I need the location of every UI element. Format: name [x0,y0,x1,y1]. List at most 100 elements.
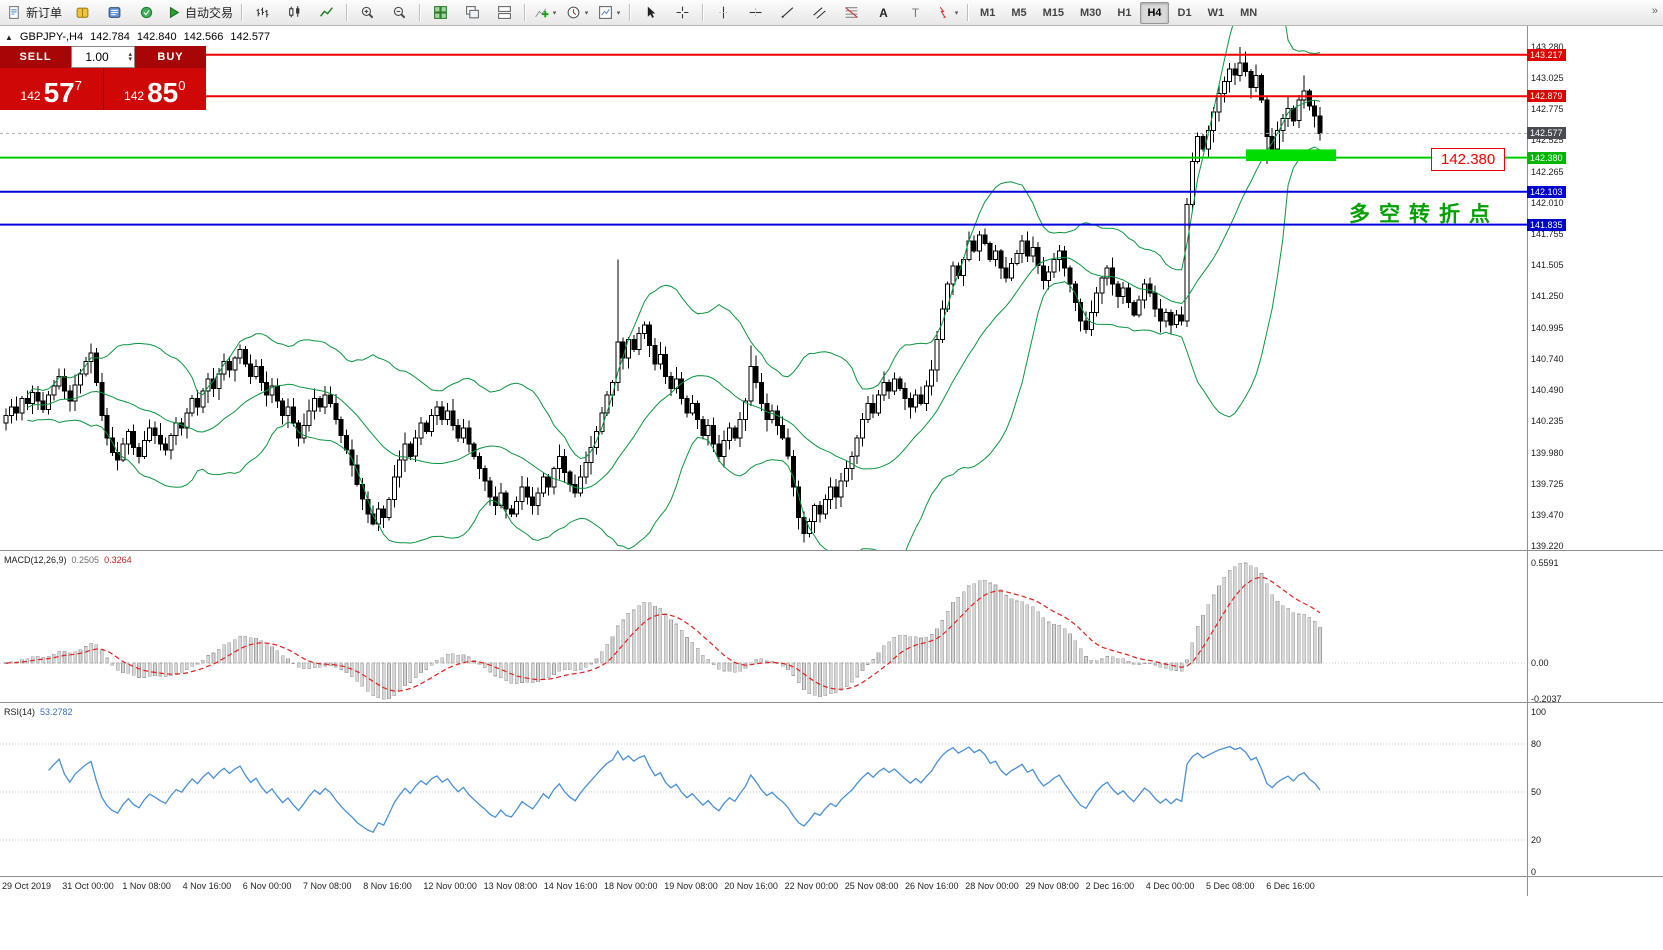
price-axis-label: 141.250 [1531,291,1564,302]
timeframe-h1[interactable]: H1 [1117,6,1132,19]
price-axis-label: 140.995 [1531,322,1564,333]
toolbar-separator [346,4,348,21]
ohlc-close: 142.577 [230,31,271,43]
terminal-button[interactable] [98,1,130,25]
time-axis-label: 2 Dec 16:00 [1085,881,1135,891]
autotrading-button[interactable]: 自动交易 [162,1,237,25]
vertical-line-button[interactable] [707,1,739,25]
time-axis[interactable]: 29 Oct 2019 31 Oct 00:00 1 Nov 08:00 4 Nov … [0,878,1663,896]
labelT-icon: T [911,7,918,20]
text-button[interactable]: A [867,1,899,25]
svg-text:A: A [879,7,888,20]
timeframe-h4[interactable]: H4 [1140,1,1169,24]
cascade-windows-button[interactable] [456,1,488,25]
volume-stepper[interactable]: ▴ ▾ [71,46,135,68]
volume-spin-buttons[interactable]: ▴ ▾ [128,51,132,63]
indicator-axis-label: 0.00 [1531,658,1549,668]
volume-up-icon[interactable]: ▴ [128,51,132,58]
time-axis-label: 22 Nov 00:00 [784,881,839,891]
zoom-in-button[interactable] [351,1,383,25]
time-axis-label: 5 Dec 08:00 [1206,881,1255,891]
price-axis-label: 143.025 [1531,73,1564,84]
time-axis-label: 20 Nov 16:00 [724,881,778,891]
toolbar: 新订单 自动交易 ▾ ▾ ▾ A T ▾ M1 M5 M15 M30 H1 H4 D1 W1 MN [0,0,1663,26]
timeframe-w1[interactable]: W1 [1207,6,1225,19]
templates-button[interactable]: ▾ [593,1,625,25]
cursor-button[interactable] [634,1,666,25]
channel-button[interactable] [803,1,835,25]
timeframe-m15[interactable]: M15 [1042,6,1064,19]
candlestick-chart-button[interactable] [278,1,310,25]
price-axis-label: 140.740 [1531,354,1564,365]
periods-button[interactable]: ▾ [561,1,593,25]
rsi-line [48,745,1321,834]
cascade-icon [465,6,479,19]
time-axis-label: 18 Nov 00:00 [604,881,658,891]
indicators-button[interactable]: ▾ [529,1,561,25]
ask-price[interactable]: 142 85 0 [104,68,207,110]
timeframe-m30[interactable]: M30 [1080,6,1102,19]
ind-icon [534,8,549,18]
annotation-text[interactable]: 多空转折点 [1349,203,1499,226]
price-axis-label: 139.980 [1531,447,1564,458]
toolbar-separator [241,4,243,21]
new-order-button[interactable]: 新订单 [3,1,66,25]
navigator-button[interactable] [130,1,162,25]
timeframe-m1[interactable]: M1 [980,6,996,19]
toolbar-overflow-icon[interactable]: » [1651,5,1658,17]
price-callout-label[interactable]: 142.380 [1431,148,1506,171]
timeframe-mn[interactable]: MN [1240,6,1258,19]
rsi-panel-canvas[interactable] [0,703,1527,876]
cross-icon [676,6,688,19]
main-chart-canvas[interactable] [0,26,1527,550]
trendline-button[interactable] [771,1,803,25]
panel-separator[interactable] [0,876,1663,877]
price-axis-label: 140.490 [1531,384,1564,395]
chart-title: ▲ GBPJPY-,H4 142.784 142.840 142.566 142… [5,31,270,43]
one-click-collapse-icon[interactable]: ▲ [5,32,13,42]
arrows-button[interactable]: ▾ [931,1,963,25]
price-marker: 142.103 [1527,185,1566,198]
timeframe-m5[interactable]: M5 [1011,6,1027,19]
symbol-period: GBPJPY-,H4 [19,31,84,43]
highlight-rectangle-object[interactable] [1246,149,1336,162]
tile-windows-button[interactable] [424,1,456,25]
zoom-out-button[interactable] [383,1,415,25]
line-chart-button[interactable] [310,1,342,25]
bid-sup: 7 [74,78,82,93]
fibonacci-button[interactable] [835,1,867,25]
chevron-down-icon: ▾ [584,9,589,17]
macd-panel-canvas[interactable] [0,551,1527,702]
bar-chart-button[interactable] [246,1,278,25]
volume-down-icon[interactable]: ▾ [128,56,132,63]
doc-icon [9,6,19,19]
price-axis-label: 142.010 [1531,198,1564,209]
time-axis-label: 6 Nov 00:00 [242,881,292,891]
channel-icon [812,7,826,19]
ask-big: 85 [147,77,179,108]
timeframe-d1[interactable]: D1 [1177,6,1192,19]
time-axis-label: 13 Nov 08:00 [483,881,538,891]
ohlc-open: 142.784 [90,31,130,43]
volume-input[interactable] [74,49,120,65]
bid-prefix: 142 [20,89,41,103]
text-label-button[interactable]: T [899,1,931,25]
indicator-axis-label: 50 [1531,787,1542,797]
price-marker: 141.835 [1527,218,1566,231]
time-axis-label: 28 Nov 00:00 [965,881,1019,891]
crosshair-button[interactable] [666,1,698,25]
time-axis-label: 6 Dec 16:00 [1266,881,1315,891]
price-axis-label: 141.505 [1531,260,1564,271]
sell-button[interactable]: SELL [0,46,71,68]
bid-price[interactable]: 142 57 7 [0,68,104,110]
buy-button[interactable]: BUY [135,46,206,68]
panel-separator[interactable] [0,550,1663,551]
price-axis-label: 139.470 [1531,510,1564,521]
time-axis-label: 29 Nov 08:00 [1025,881,1079,891]
arrange-windows-button[interactable] [488,1,520,25]
chevron-down-icon: ▾ [954,9,959,17]
metaeditor-button[interactable] [66,1,98,25]
candles-icon [288,6,299,18]
horizontal-line-button[interactable] [739,1,771,25]
panel-separator[interactable] [0,702,1663,703]
